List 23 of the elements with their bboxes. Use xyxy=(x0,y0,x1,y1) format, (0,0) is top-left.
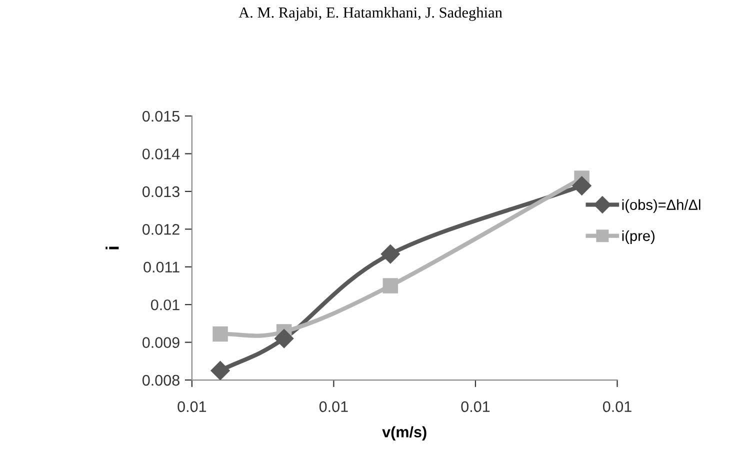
x-tick-label: 0.01 xyxy=(319,401,348,412)
legend-label: i(obs)=Δh/Δl xyxy=(622,199,700,213)
point xyxy=(212,326,228,342)
y-tick-label: 0.011 xyxy=(144,262,180,273)
point xyxy=(210,361,230,380)
x-tick-label: 0.01 xyxy=(602,401,632,412)
y-tick-label: 0.01 xyxy=(150,299,180,310)
y-tick-label: 0.008 xyxy=(142,374,180,386)
y-tick-label: 0.015 xyxy=(142,110,180,122)
y-tick-label: 0.013 xyxy=(142,186,180,198)
text: A. M. Rajabi, E. Hatamkhani, J. Sadeghian xyxy=(238,6,502,21)
y-tick-label: 0.012 xyxy=(142,224,180,235)
y-tick-label: 0.009 xyxy=(142,337,180,348)
point xyxy=(572,176,592,196)
y-tick-label: 0.014 xyxy=(142,148,180,160)
x-tick-label: 0.01 xyxy=(178,401,206,412)
y-axis-title: i xyxy=(106,246,119,250)
legend-label: i(pre) xyxy=(622,230,655,244)
x-axis-title: v(m/s) xyxy=(382,426,426,440)
x-tick-label: 0.01 xyxy=(461,401,490,412)
point xyxy=(380,244,400,264)
point xyxy=(274,328,294,348)
point xyxy=(382,278,398,294)
